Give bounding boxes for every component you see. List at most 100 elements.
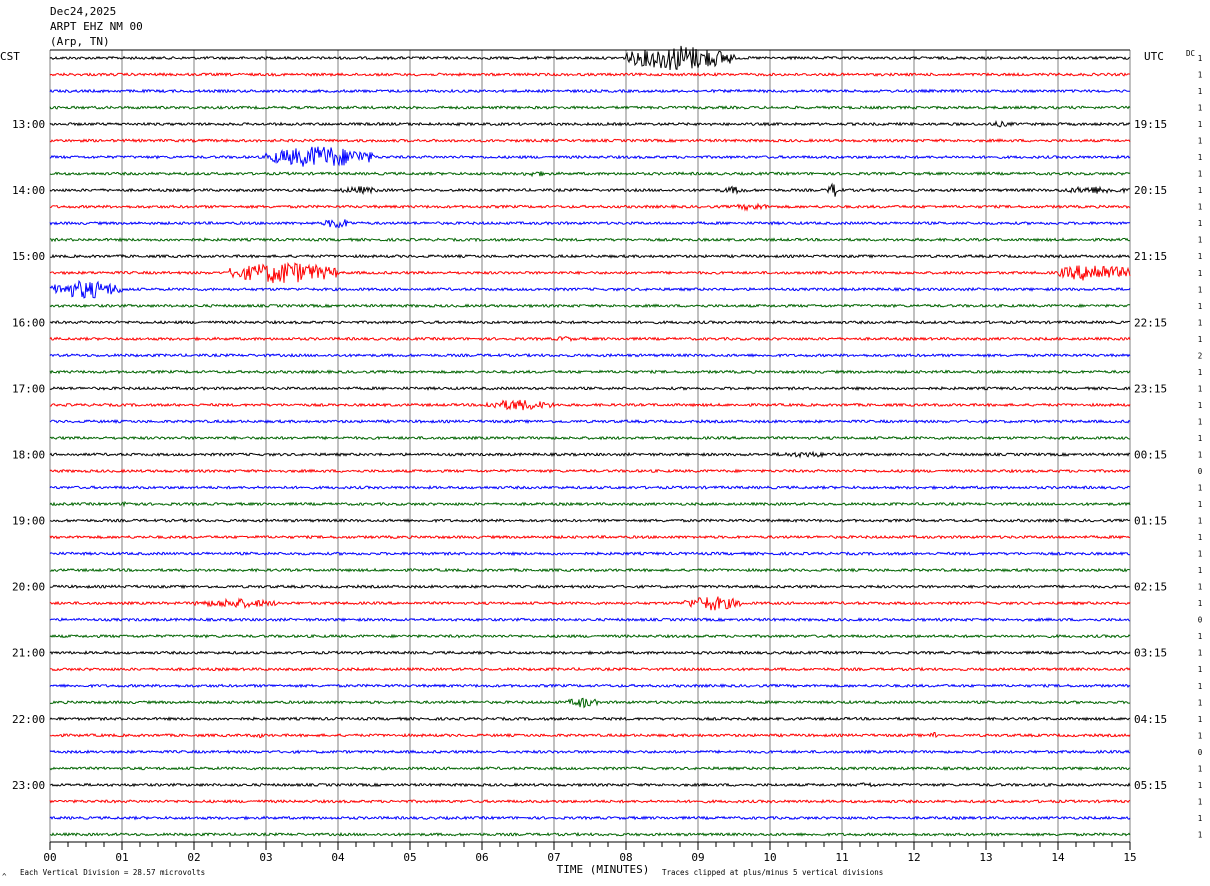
- x-tick-label: 02: [187, 851, 200, 864]
- dc-offset-label: 1: [1198, 500, 1203, 509]
- dc-offset-label: 1: [1198, 302, 1203, 311]
- x-tick-label: 03: [259, 851, 272, 864]
- right-hour-label: 21:15: [1134, 250, 1167, 263]
- dc-offset-label: 1: [1198, 632, 1203, 641]
- left-hour-label: 16:00: [12, 316, 45, 329]
- seismic-trace: [49, 369, 1131, 375]
- dc-offset-label: 1: [1198, 533, 1203, 542]
- seismic-trace: [49, 352, 1131, 358]
- dc-offset-label: 0: [1198, 748, 1203, 757]
- right-hour-label: 22:15: [1134, 316, 1167, 329]
- seismic-trace: [49, 279, 1131, 299]
- x-tick-label: 06: [475, 851, 488, 864]
- x-tick-label: 14: [1051, 851, 1065, 864]
- seismic-trace: [49, 815, 1131, 821]
- left-hour-label: 22:00: [12, 713, 45, 726]
- x-tick-label: 09: [691, 851, 704, 864]
- left-hour-label: 20:00: [12, 581, 45, 594]
- seismic-trace: [49, 202, 1131, 212]
- right-hour-label: 20:15: [1134, 184, 1167, 197]
- seismic-trace: [49, 303, 1131, 309]
- seismic-trace: [49, 120, 1131, 128]
- left-hour-label: 19:00: [12, 515, 45, 528]
- dc-offset-label: 1: [1198, 368, 1203, 377]
- header-location: (Arp, TN): [50, 35, 110, 48]
- dc-offset-label: 1: [1198, 104, 1203, 113]
- dc-offset-label: 1: [1198, 434, 1203, 443]
- x-tick-label: 04: [331, 851, 345, 864]
- seismic-trace: [49, 171, 1131, 178]
- seismic-trace: [49, 567, 1131, 573]
- header-station: ARPT EHZ NM 00: [50, 20, 143, 33]
- seismic-trace: [49, 716, 1131, 722]
- dc-offset-label: 1: [1198, 797, 1203, 806]
- header-date: Dec24,2025: [50, 5, 117, 18]
- x-tick-label: 08: [619, 851, 632, 864]
- dc-offset-label: 1: [1198, 252, 1203, 261]
- right-hour-label: 02:15: [1134, 581, 1167, 594]
- seismic-trace: [49, 697, 1131, 709]
- seismic-trace: [49, 650, 1131, 656]
- dc-offset-label: 1: [1198, 384, 1203, 393]
- x-tick-label: 01: [115, 851, 128, 864]
- seismic-trace: [49, 435, 1131, 441]
- dc-offset-label: 1: [1198, 665, 1203, 674]
- dc-offset-label: 1: [1198, 170, 1203, 179]
- seismic-trace: [49, 517, 1131, 524]
- left-hour-label: 23:00: [12, 779, 45, 792]
- seismic-trace: [49, 551, 1130, 557]
- axes: [49, 49, 1131, 850]
- right-hour-label: 19:15: [1134, 118, 1167, 131]
- x-tick-label: 00: [43, 851, 56, 864]
- dc-offset-label: 1: [1198, 87, 1203, 96]
- dc-offset-label: 1: [1198, 682, 1203, 691]
- seismic-trace: [49, 798, 1131, 804]
- x-tick-label: 12: [907, 851, 920, 864]
- dc-offset-label: 1: [1198, 401, 1203, 410]
- dc-offset-label: 1: [1198, 484, 1203, 493]
- seismic-trace: [49, 88, 1130, 94]
- dc-offset-label: 1: [1198, 450, 1203, 459]
- right-hour-label: 03:15: [1134, 647, 1167, 660]
- dc-offset-label: 1: [1198, 153, 1203, 162]
- seismic-trace: [49, 781, 1131, 788]
- seismic-traces: [49, 45, 1131, 837]
- dc-offset-label: 1: [1198, 566, 1203, 575]
- seismic-trace: [49, 501, 1131, 508]
- dc-offset-label: 1: [1198, 318, 1203, 327]
- seismic-trace: [49, 683, 1131, 689]
- seismic-trace: [49, 182, 1131, 197]
- dc-offset-label: 1: [1198, 599, 1203, 608]
- dc-offset-label: 1: [1198, 830, 1203, 839]
- dc-offset-label: 1: [1198, 649, 1203, 658]
- x-tick-label: 13: [979, 851, 992, 864]
- seismic-trace: [49, 399, 1131, 411]
- x-axis-title: TIME (MINUTES): [557, 863, 650, 876]
- dc-offset-label: 1: [1198, 698, 1203, 707]
- seismic-trace: [49, 71, 1131, 77]
- seismic-trace: [49, 336, 1131, 342]
- left-hour-label: 15:00: [12, 250, 45, 263]
- right-hour-label: 00:15: [1134, 448, 1167, 461]
- seismic-trace: [49, 261, 1131, 284]
- x-tick-label: 05: [403, 851, 416, 864]
- dc-offset-label: 1: [1198, 269, 1203, 278]
- corner-mark: ^: [2, 872, 7, 881]
- dc-offset-label: 1: [1198, 71, 1203, 80]
- seismic-trace: [49, 584, 1131, 590]
- right-hour-label: 04:15: [1134, 713, 1167, 726]
- right-timezone-label: UTC: [1144, 50, 1164, 63]
- left-hour-label: 13:00: [12, 118, 45, 131]
- left-hour-label: 21:00: [12, 647, 45, 660]
- dc-offset-label: 1: [1198, 285, 1203, 294]
- dc-offset-label: 1: [1198, 186, 1203, 195]
- dc-offset-label: 1: [1198, 715, 1203, 724]
- seismic-trace: [49, 732, 1131, 739]
- dc-offset-label: 2: [1198, 351, 1203, 360]
- dc-offset-label: 1: [1198, 517, 1203, 526]
- seismic-trace: [49, 596, 1131, 611]
- dc-offset-label: 1: [1198, 137, 1203, 146]
- x-tick-label: 07: [547, 851, 560, 864]
- dc-offset-label: 0: [1198, 467, 1203, 476]
